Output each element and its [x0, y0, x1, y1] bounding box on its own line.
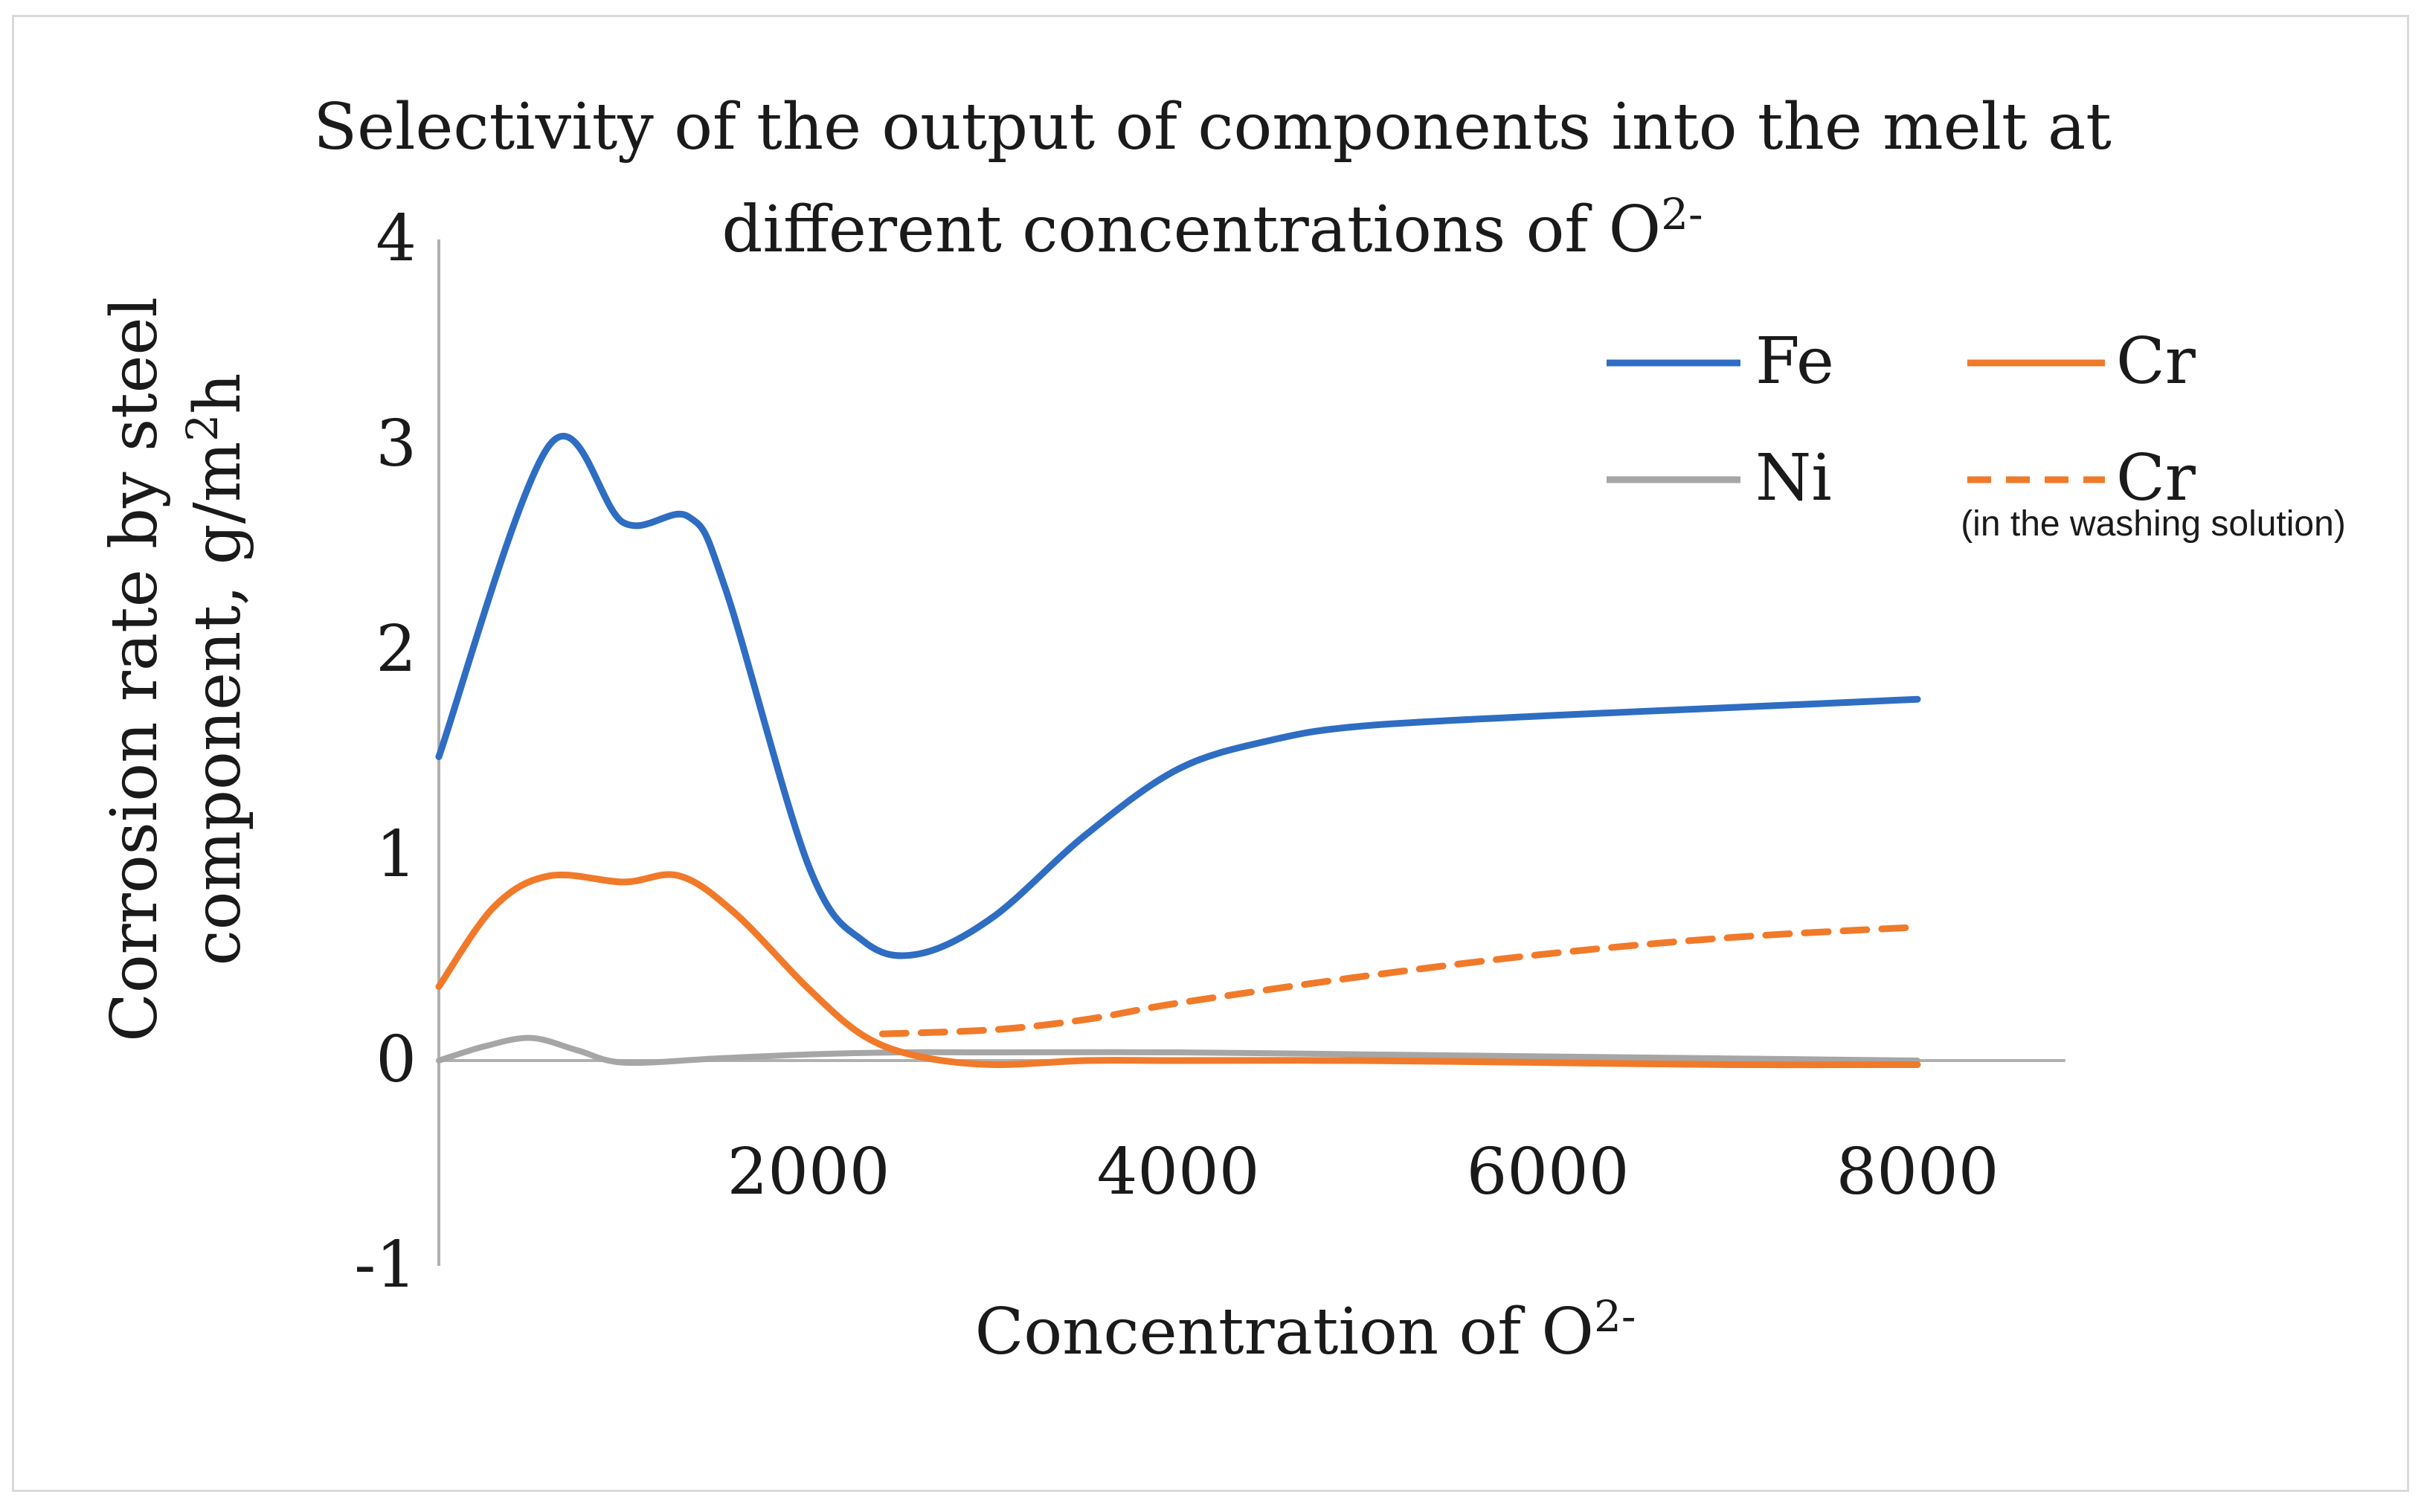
y-axis-label-line1: Corrosion rate by steel	[97, 297, 172, 1042]
x-tick-label: 8000	[1836, 1135, 1999, 1209]
x-tick-label: 4000	[1097, 1135, 1260, 1209]
legend-label-cr: Cr	[2116, 324, 2196, 399]
chart-title-line1: Selectivity of the output of components …	[313, 90, 2112, 164]
series-layer	[435, 433, 1921, 1069]
legend-item-fe: Fe	[1607, 324, 1834, 399]
y-tick-label: 1	[376, 817, 417, 892]
legend-label-cr-wash: Cr	[2116, 441, 2196, 515]
legend-label-ni: Ni	[1755, 441, 1832, 515]
x-tick-labels: 2000 4000 6000 8000	[727, 1135, 1999, 1209]
chart-title-line2: different concentrations of O2-	[721, 189, 1703, 267]
legend: Fe Cr Ni Cr (in the washing solution)	[1607, 324, 2346, 544]
series-line-cr	[435, 871, 1921, 1069]
legend-note-cr-wash: (in the washing solution)	[1961, 504, 2346, 544]
y-axis-label-line2: component, g/m2h	[177, 373, 255, 965]
y-tick-labels: -1 0 1 2 3 4	[354, 202, 417, 1302]
legend-item-cr-wash: Cr (in the washing solution)	[1961, 441, 2346, 544]
legend-item-ni: Ni	[1607, 441, 1832, 515]
y-tick-label: 4	[376, 202, 417, 276]
y-tick-label: 0	[376, 1023, 417, 1097]
series-line-cr-wash	[878, 924, 1921, 1038]
series-line-fe	[435, 433, 1921, 959]
x-axis-label: Concentration of O2-	[975, 1291, 1636, 1369]
y-tick-label: -1	[354, 1228, 417, 1302]
x-tick-label: 2000	[727, 1135, 890, 1209]
series-line-ni	[436, 1035, 1920, 1067]
y-tick-label: 3	[376, 407, 417, 481]
y-tick-label: 2	[376, 612, 417, 686]
legend-label-fe: Fe	[1755, 324, 1834, 399]
x-tick-label: 6000	[1467, 1135, 1630, 1209]
legend-item-cr: Cr	[1967, 324, 2196, 399]
